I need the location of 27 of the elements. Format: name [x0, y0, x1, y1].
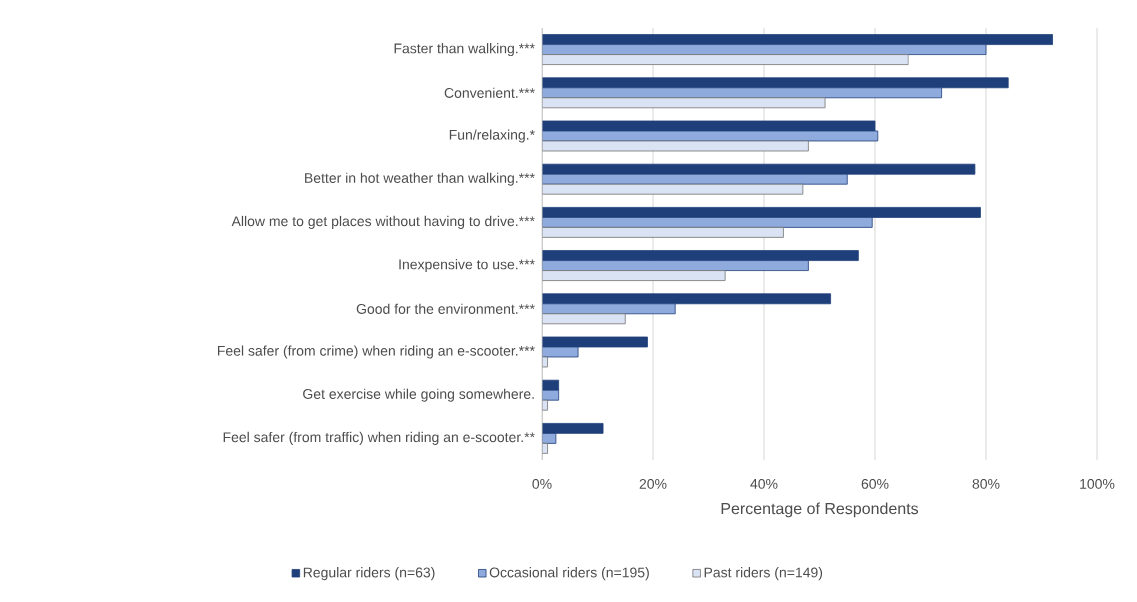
x-tick-label: 0% [532, 478, 552, 489]
bar [542, 260, 809, 271]
y-tick-label: Fun/relaxing.* [449, 129, 535, 143]
y-tick-label: Good for the environment.*** [356, 303, 535, 314]
bar [542, 216, 873, 228]
x-axis-title: Percentage of Respondents [721, 502, 919, 518]
bar [542, 87, 942, 99]
x-tick-label: 60% [861, 478, 889, 489]
y-tick-label: Better in hot weather than walking.*** [305, 172, 535, 186]
bar [542, 54, 909, 65]
y-tick-label: Get exercise while going somewhere. [303, 388, 534, 402]
legend-label: Past riders (n=149) [704, 567, 823, 581]
bar [542, 44, 987, 55]
x-tick-label: 40% [750, 478, 778, 489]
legend-label: Regular riders (n=63) [303, 567, 435, 581]
x-tick-label: 100% [1080, 478, 1115, 489]
bar [542, 226, 784, 238]
y-tick-label: Faster than walking.*** [394, 43, 535, 57]
y-tick-label: Inexpensive to use.*** [399, 259, 535, 273]
x-tick-label: 80% [972, 478, 1000, 489]
y-tick-label: Feel safer (from crime) when riding an e-scooter.*** [217, 345, 535, 359]
y-tick-label: Feel safer (from traffic) when riding an e-scooter.** [223, 431, 535, 445]
legend-label: Occasional riders (n=195) [489, 567, 649, 581]
x-tick-label: 20% [639, 478, 667, 489]
y-tick-label: Convenient.*** [444, 87, 535, 98]
y-tick-label: Allow me to get places without having to drive.*** [231, 215, 535, 229]
bar [542, 173, 848, 185]
